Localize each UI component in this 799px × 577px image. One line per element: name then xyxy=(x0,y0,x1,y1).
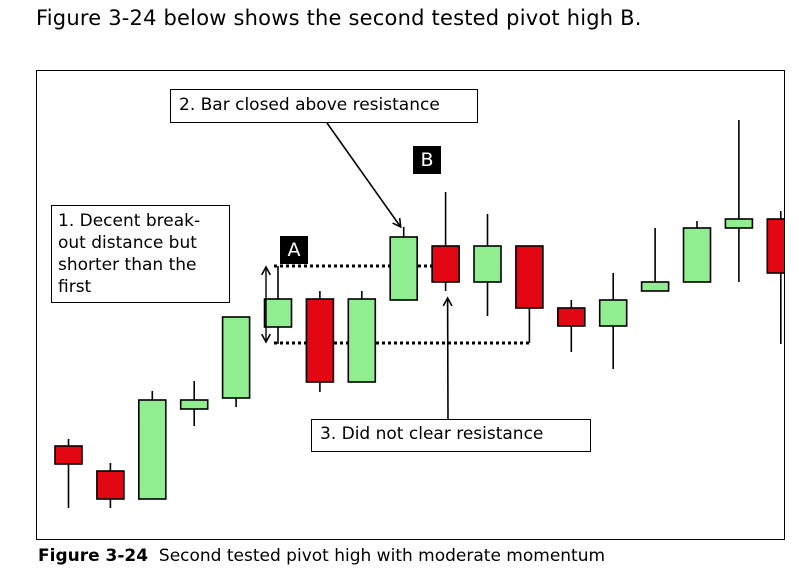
candle xyxy=(515,245,544,343)
candle xyxy=(96,463,125,508)
annotation-line: first xyxy=(58,277,92,297)
candle xyxy=(556,300,586,352)
bull-candle-body xyxy=(598,299,628,327)
pivot-label-b: B xyxy=(413,146,441,174)
candle xyxy=(179,381,209,426)
bear-candle-body xyxy=(766,218,784,274)
pointer-arrow-note2 xyxy=(326,122,402,228)
pivot-label-a: A xyxy=(280,236,308,264)
bear-candle-body xyxy=(305,298,335,383)
annotation-breakout-distance: 1. Decent break- out distance but shorte… xyxy=(51,205,230,303)
annotation-did-not-clear: 3. Did not clear resistance xyxy=(311,419,591,452)
bear-candle-body xyxy=(515,245,544,309)
pointer-arrowhead-note3 xyxy=(442,296,453,307)
intro-text: Figure 3-24 below shows the second teste… xyxy=(36,6,642,30)
candle xyxy=(389,227,419,301)
caption-text: Second tested pivot high with moderate m… xyxy=(158,546,606,566)
distance-arrowhead-top xyxy=(260,265,272,276)
candle xyxy=(640,228,670,292)
bull-candle-body xyxy=(473,245,502,283)
annotation-bar-closed-above: 2. Bar closed above resistance xyxy=(170,89,478,123)
annotation-line: 1. Decent break- xyxy=(58,211,201,231)
annotation-line: shorter than the xyxy=(58,255,197,275)
candlestick-chart xyxy=(54,120,784,508)
bull-candle-body xyxy=(263,298,293,328)
bull-candle-body xyxy=(724,218,754,229)
bear-candle-body xyxy=(431,245,460,283)
figure-caption: Figure 3-24 Second tested pivot high wit… xyxy=(38,546,605,566)
bull-candle-body xyxy=(179,399,209,410)
candle xyxy=(682,221,712,283)
candle xyxy=(598,273,628,369)
bear-candle-body xyxy=(54,445,83,465)
bull-candle-body xyxy=(138,399,167,500)
candle xyxy=(305,291,335,392)
pointer-arrowhead-note2 xyxy=(392,217,402,229)
candle xyxy=(54,439,83,508)
candle xyxy=(431,192,460,291)
candle xyxy=(263,266,293,344)
candle xyxy=(221,316,251,407)
bear-candle-body xyxy=(556,307,586,327)
candle xyxy=(347,291,377,383)
candle xyxy=(766,211,784,344)
candle xyxy=(138,391,167,500)
bull-candle-body xyxy=(221,316,251,399)
bear-candle-body xyxy=(96,470,125,500)
candle xyxy=(724,120,754,282)
bull-candle-body xyxy=(347,298,377,383)
bull-candle-body xyxy=(389,236,419,301)
candle xyxy=(473,214,502,316)
annotation-line: out distance but xyxy=(58,233,197,253)
bull-candle-body xyxy=(640,281,670,292)
distance-arrowhead-bottom xyxy=(260,333,272,344)
figure-frame: 1. Decent break- out distance but shorte… xyxy=(36,70,785,540)
bull-candle-body xyxy=(682,227,712,283)
caption-label: Figure 3-24 xyxy=(38,546,149,566)
